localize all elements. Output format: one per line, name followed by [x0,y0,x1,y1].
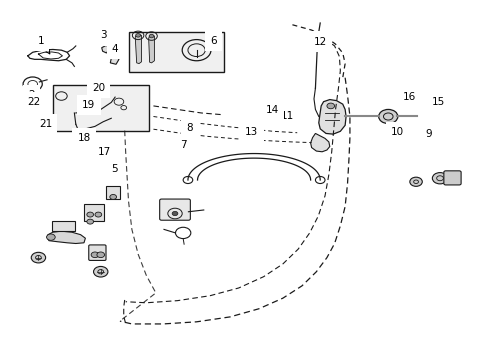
Circle shape [378,109,397,123]
Polygon shape [318,100,346,134]
Text: 2: 2 [28,90,35,100]
Text: 17: 17 [98,148,111,157]
Text: 22: 22 [27,98,40,107]
Circle shape [87,212,93,217]
Circle shape [95,212,102,217]
Text: 15: 15 [431,98,444,107]
Circle shape [136,33,140,37]
Circle shape [87,219,93,224]
Bar [53,85,148,131]
Text: 7: 7 [180,139,186,150]
Circle shape [110,194,116,199]
Polygon shape [310,134,329,152]
Text: 12: 12 [313,37,326,47]
Polygon shape [47,231,85,243]
Circle shape [93,266,108,277]
Polygon shape [148,35,154,63]
Text: 4: 4 [112,44,118,54]
Text: 14: 14 [265,105,278,115]
Bar [106,186,120,199]
Text: 16: 16 [403,92,416,102]
Circle shape [409,177,422,186]
Circle shape [46,234,55,240]
Text: 10: 10 [390,127,404,137]
Polygon shape [110,56,119,64]
FancyBboxPatch shape [160,199,190,220]
Text: 19: 19 [82,100,95,110]
Text: 3: 3 [100,30,107,46]
Bar [128,32,224,72]
Text: 20: 20 [92,82,105,93]
Bar [52,221,75,231]
Polygon shape [102,45,109,53]
Text: 11: 11 [281,112,294,121]
Polygon shape [135,35,141,64]
Text: 9: 9 [425,129,431,139]
Text: 21: 21 [39,119,52,129]
FancyBboxPatch shape [443,171,460,185]
Bar [84,204,104,221]
Text: 18: 18 [77,133,90,143]
FancyBboxPatch shape [89,245,106,260]
Circle shape [149,34,154,38]
Text: 6: 6 [208,36,216,46]
Circle shape [172,211,178,216]
Text: 8: 8 [186,123,192,133]
Circle shape [31,252,45,263]
Text: 5: 5 [111,165,117,174]
Circle shape [97,252,104,258]
Text: 13: 13 [244,127,258,138]
Circle shape [91,252,99,258]
Text: 1: 1 [38,36,50,54]
Circle shape [431,172,447,184]
Circle shape [326,103,334,109]
